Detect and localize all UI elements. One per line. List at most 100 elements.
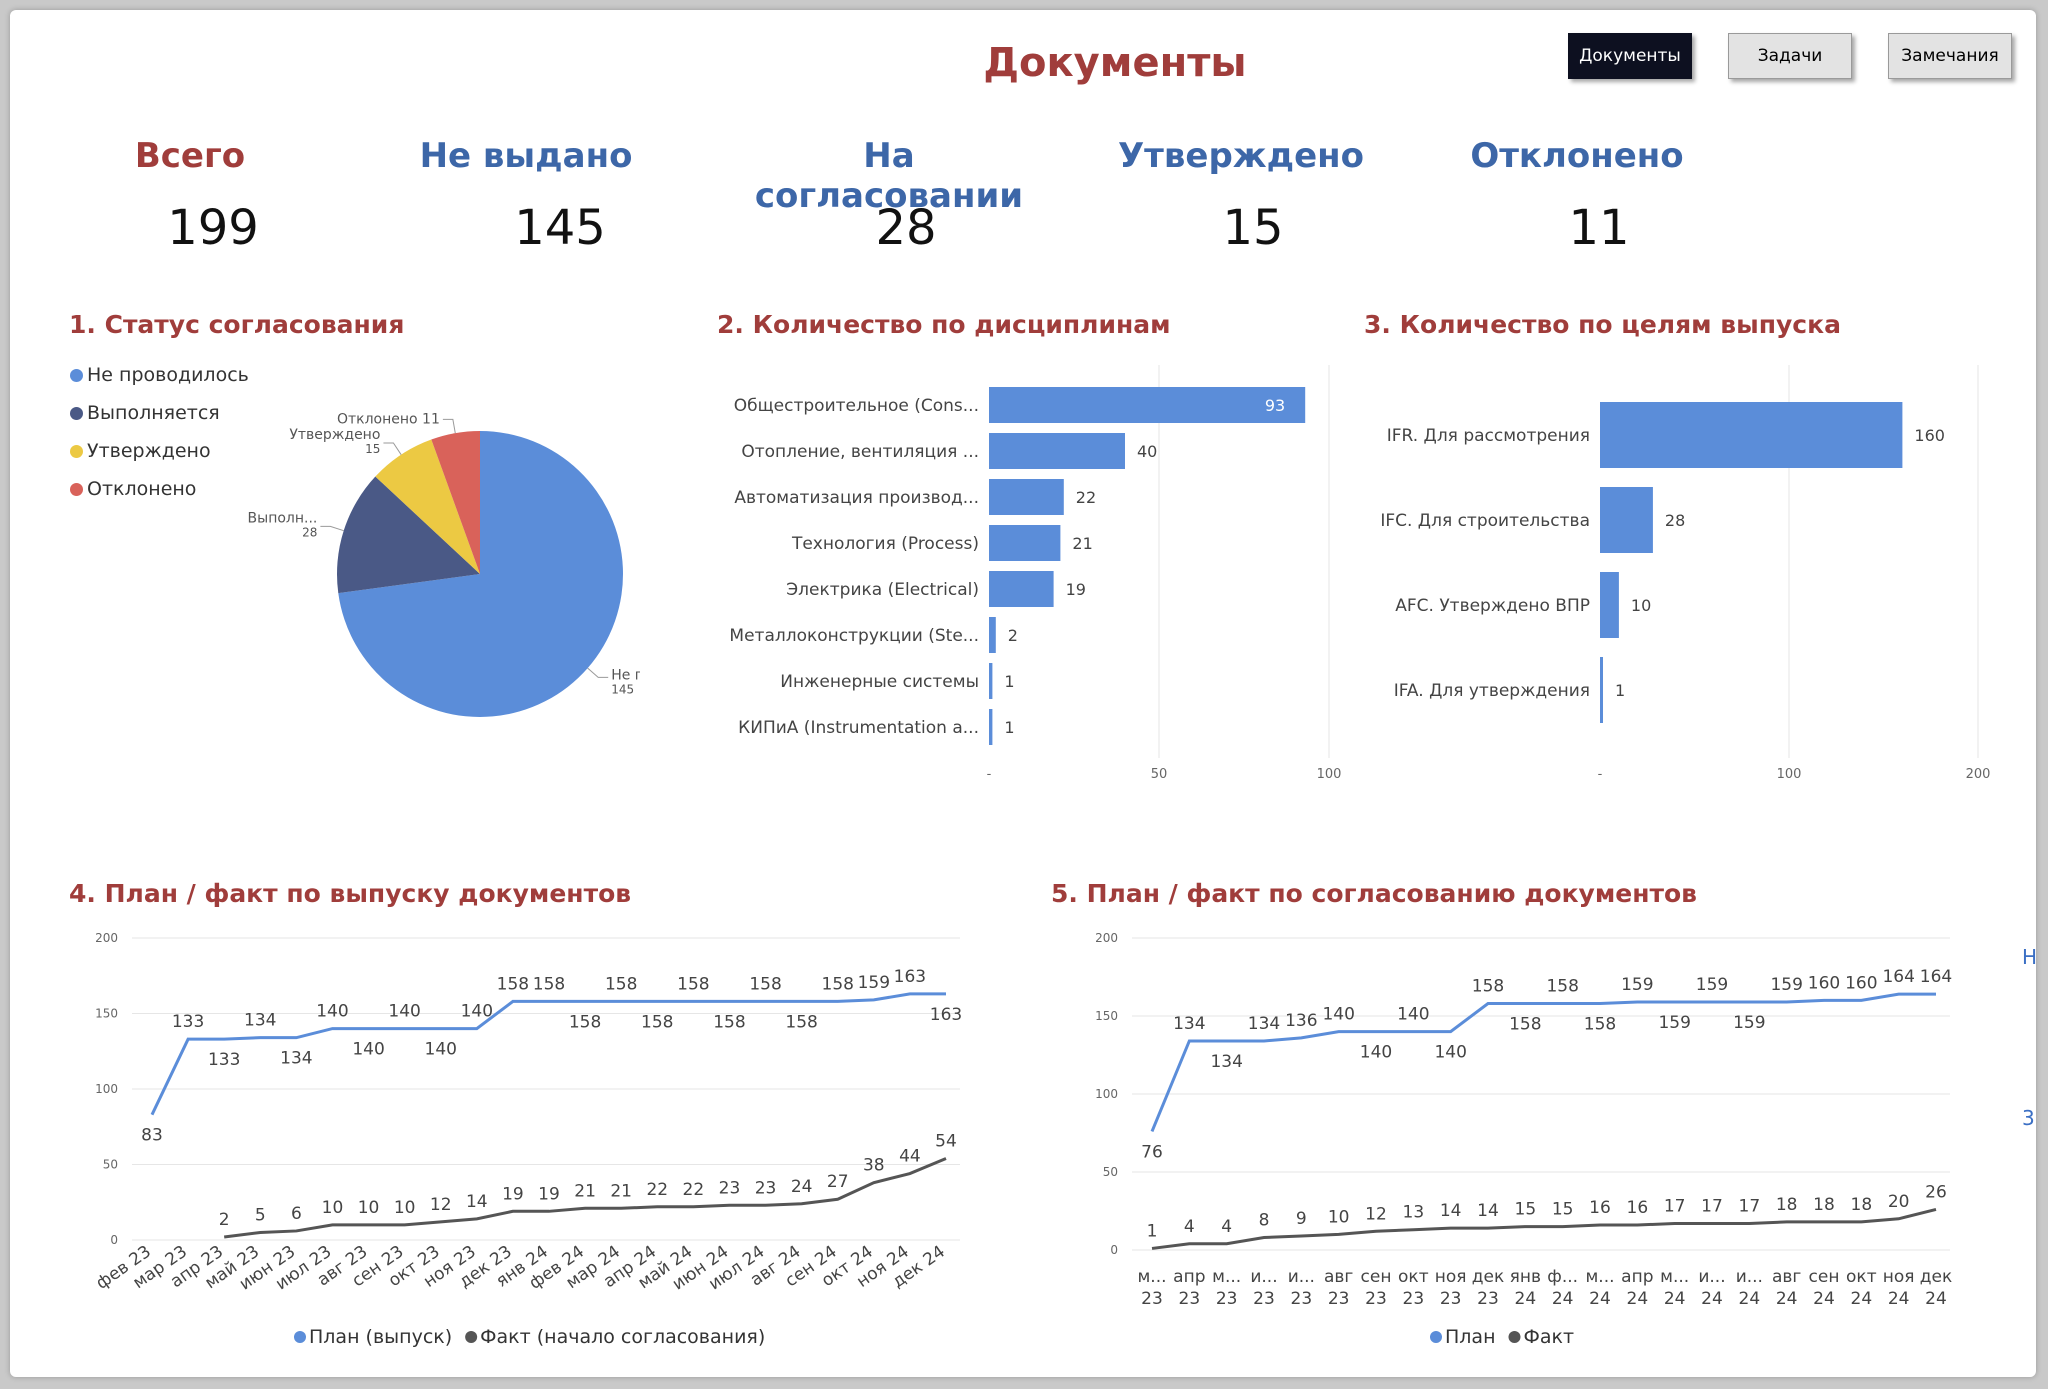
- pie-slice: [431, 431, 480, 574]
- data-label: 140: [1397, 1005, 1429, 1025]
- data-label: 27: [827, 1172, 849, 1192]
- category-label: Инженерные системы: [780, 672, 979, 692]
- x-tick-label: 23: [1291, 1289, 1313, 1309]
- x-tick-label: и...: [1250, 1267, 1277, 1287]
- bar-value-label: 2: [1008, 626, 1018, 645]
- category-label: IFC. Для строительства: [1380, 511, 1590, 531]
- data-label: 158: [1509, 1015, 1541, 1035]
- legend-dot: [1430, 1331, 1442, 1343]
- category-label: IFR. Для рассмотрения: [1387, 426, 1590, 446]
- section-title-disciplines: 2. Количество по дисциплинам: [717, 310, 1171, 339]
- data-label: 159: [1733, 1013, 1765, 1033]
- data-label: 44: [899, 1147, 921, 1167]
- legend-label: План: [1445, 1326, 1496, 1348]
- legend-dot: [294, 1331, 306, 1343]
- x-tick-label: апр: [1621, 1267, 1653, 1287]
- x-tick-label: 23: [1403, 1289, 1425, 1309]
- data-label: 23: [719, 1178, 741, 1198]
- x-tick-label: окт: [1846, 1267, 1877, 1287]
- data-label: 10: [394, 1198, 416, 1218]
- data-label: 22: [646, 1180, 668, 1200]
- dashboard-frame: Документы Документы Задачи Замечания Все…: [10, 10, 2036, 1377]
- y-tick-label: 150: [95, 1007, 118, 1021]
- data-label: 14: [1477, 1201, 1499, 1221]
- x-tick-label: 23: [1253, 1289, 1275, 1309]
- category-label: AFC. Утверждено ВПР: [1395, 596, 1590, 616]
- axis-tick-label: 50: [1151, 767, 1168, 782]
- data-label: 140: [461, 1002, 493, 1022]
- x-tick-label: м...: [1212, 1267, 1241, 1287]
- x-tick-label: 23: [1216, 1289, 1238, 1309]
- x-tick-label: 24: [1851, 1289, 1873, 1309]
- data-label: 76: [1141, 1142, 1163, 1162]
- data-label: 1: [1147, 1221, 1158, 1241]
- data-label: 158: [569, 1012, 601, 1032]
- bar-value-label: 22: [1076, 488, 1096, 507]
- data-label: 163: [894, 967, 926, 987]
- y-tick-label: 200: [95, 931, 118, 945]
- x-tick-label: м...: [1137, 1267, 1166, 1287]
- x-tick-label: 24: [1776, 1289, 1798, 1309]
- kpi-rejected-label: Отклонено: [1470, 136, 1684, 176]
- data-label: 24: [791, 1177, 813, 1197]
- pie-slice: [375, 439, 480, 574]
- data-label: 158: [497, 974, 529, 994]
- bar: [989, 571, 1054, 607]
- pie-slice-label: Выполн...: [248, 510, 318, 526]
- series-line: [1150, 992, 1936, 1133]
- series-line: [150, 992, 946, 1116]
- data-label: 134: [280, 1049, 312, 1069]
- pie-leader-line: [587, 667, 609, 678]
- pie-leader-line: [383, 442, 402, 455]
- pie-slice: [337, 476, 480, 594]
- data-label: 134: [244, 1011, 276, 1031]
- pie-leader-line: [320, 525, 344, 532]
- bar: [989, 617, 996, 653]
- x-tick-label: авг: [1772, 1267, 1801, 1287]
- legend-label: Утверждено: [87, 440, 211, 462]
- legend-dot: [1508, 1331, 1521, 1343]
- legend-dot: [70, 444, 83, 458]
- data-label: 159: [1696, 975, 1728, 995]
- data-label: 159: [1621, 975, 1653, 995]
- data-label: 9: [1296, 1209, 1307, 1229]
- bar: [1600, 487, 1653, 553]
- bar: [1600, 657, 1603, 723]
- x-tick-label: и...: [1288, 1267, 1315, 1287]
- nav-button-documents[interactable]: Документы: [1568, 33, 1692, 79]
- x-tick-label: ноя: [1435, 1267, 1467, 1287]
- bar: [989, 433, 1125, 469]
- y-tick-label: 50: [1103, 1165, 1118, 1179]
- legend-item: Выполняется: [70, 402, 220, 424]
- data-label: 6: [291, 1204, 302, 1224]
- kpi-in-approval-label: На согласовании: [754, 136, 1024, 216]
- data-label: 18: [1851, 1195, 1873, 1215]
- data-label: 140: [425, 1040, 457, 1060]
- data-label: 54: [935, 1131, 957, 1151]
- category-label: IFA. Для утверждения: [1394, 681, 1590, 701]
- x-tick-label: 24: [1552, 1289, 1574, 1309]
- purposes-bar-chart: - 100 200 IFR. Для рассмотрения 160 IFC. Для …: [1380, 365, 1990, 782]
- data-label: 18: [1776, 1195, 1798, 1215]
- bar: [989, 479, 1064, 515]
- data-label: 159: [1770, 975, 1802, 995]
- legend-label: Выполняется: [87, 402, 220, 424]
- data-label: 10: [322, 1198, 344, 1218]
- kpi-in-approval-value: 28: [875, 200, 937, 256]
- x-tick-label: окт: [1398, 1267, 1429, 1287]
- data-label: 2: [219, 1210, 230, 1230]
- data-label: 164: [1920, 967, 1952, 987]
- x-tick-label: 23: [1328, 1289, 1350, 1309]
- bar: [989, 709, 993, 745]
- release-plan-line-chart: 0501001502008313313313413414014014014014…: [93, 931, 963, 1348]
- x-tick-label: и...: [1698, 1267, 1725, 1287]
- nav-button-tasks[interactable]: Задачи: [1728, 33, 1852, 79]
- x-tick-label: ф...: [1547, 1267, 1578, 1287]
- data-label: 16: [1627, 1198, 1649, 1218]
- x-tick-label: сен: [1361, 1267, 1392, 1287]
- category-label: КИПиА (Instrumentation a...: [738, 718, 979, 738]
- kpi-total-value: 199: [167, 200, 259, 256]
- data-label: 10: [358, 1198, 380, 1218]
- nav-button-remarks[interactable]: Замечания: [1888, 33, 2012, 79]
- category-label: Общестроительное (Cons...: [734, 396, 979, 416]
